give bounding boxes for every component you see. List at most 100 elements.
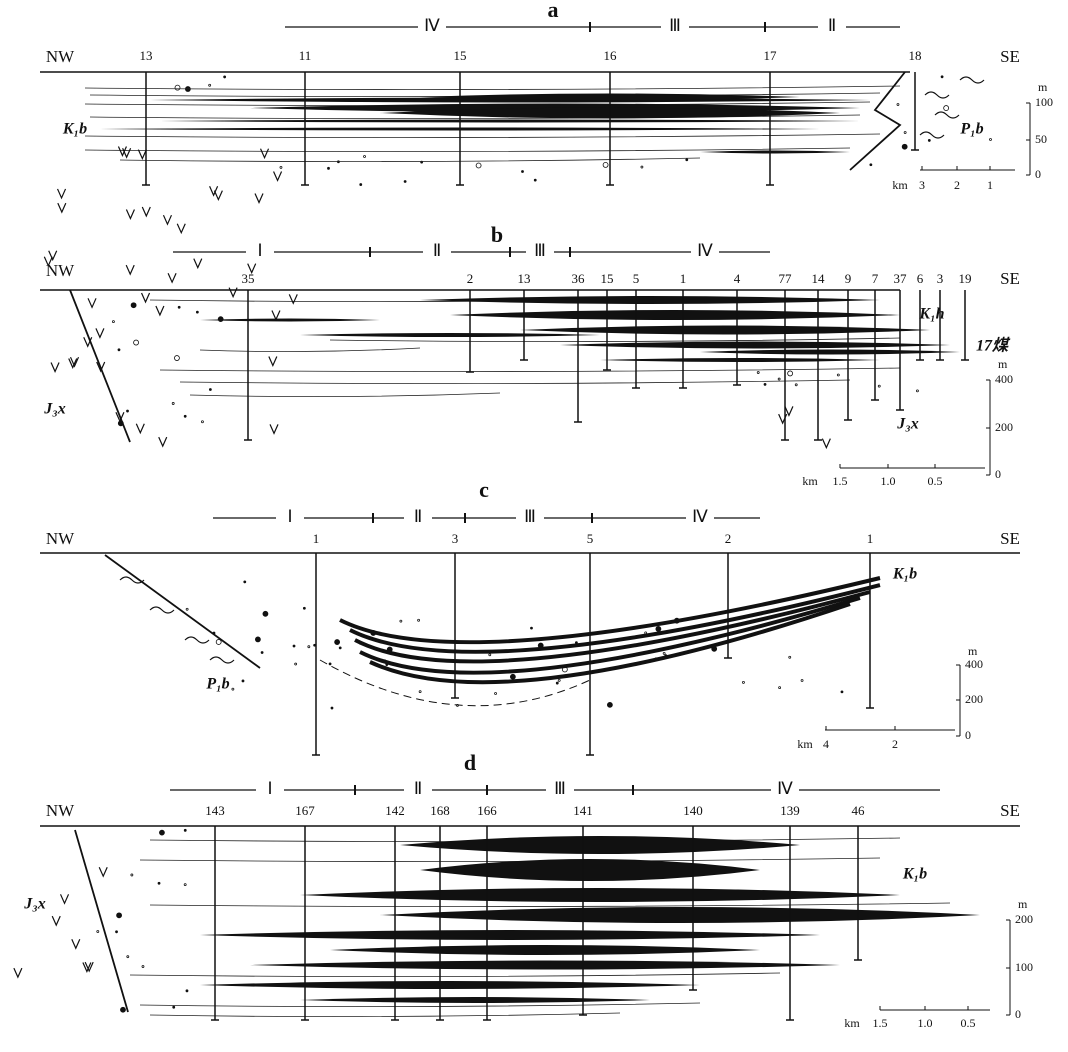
sand-dot [399, 619, 403, 623]
sand-dot [334, 639, 341, 645]
depth-tick-label: 0 [1015, 1007, 1021, 1021]
sand-dot [916, 389, 919, 393]
depth-unit: m [1018, 897, 1028, 911]
coal-lens [520, 325, 930, 335]
volcanic-symbol [95, 328, 105, 339]
volcanic-symbol [50, 362, 60, 373]
well-label: 15 [601, 271, 614, 286]
sand-dot [279, 165, 283, 169]
right-end: SE [1000, 269, 1020, 288]
sand-dot [778, 686, 782, 689]
sand-dot [787, 370, 794, 377]
coal-lens [380, 907, 980, 923]
sand-dot [292, 644, 296, 648]
sand-dot [262, 610, 269, 617]
well-label: 1 [867, 531, 874, 546]
volcanic-symbol [288, 294, 298, 305]
strata-line [84, 147, 851, 152]
distance-tick-label: 4 [823, 737, 829, 751]
panel-label: a [548, 0, 559, 22]
phase-gap [423, 243, 451, 261]
phase-label: Ⅱ [828, 16, 836, 35]
strata-line [329, 337, 901, 342]
strata-line [179, 379, 851, 384]
sand-dot [533, 178, 537, 182]
coal-lens [600, 358, 880, 362]
well-label: 143 [205, 803, 225, 818]
depth-tick-label: 400 [995, 372, 1013, 386]
volcanic-symbol [259, 148, 270, 160]
depth-tick-label: 0 [995, 467, 1001, 481]
distance-unit: km [802, 474, 818, 488]
volcanic-symbol [48, 250, 58, 262]
well-label: 167 [295, 803, 315, 818]
depth-unit: m [968, 644, 978, 658]
sand-dot [742, 680, 745, 684]
sand-dot [185, 607, 189, 611]
sand-dot [763, 382, 767, 386]
bedrock-symbol [924, 91, 950, 99]
sand-dot [840, 690, 844, 694]
phase-label: Ⅲ [534, 241, 546, 260]
depth-tick-label: 200 [1015, 912, 1033, 926]
left-end: NW [46, 529, 75, 548]
depth-unit: m [998, 357, 1008, 371]
strata-line [89, 114, 861, 119]
basin-boundary [319, 659, 591, 707]
depth-tick-label: 200 [965, 692, 983, 706]
right-end: SE [1000, 529, 1020, 548]
fault [104, 554, 261, 669]
sand-dot [836, 373, 840, 377]
well-label: 139 [780, 803, 800, 818]
sand-dot [788, 655, 792, 659]
sand-dot [177, 305, 181, 309]
sand-dot [130, 302, 137, 309]
coal-lens [700, 349, 960, 355]
strata-line [199, 347, 421, 352]
well-label: 141 [573, 803, 593, 818]
coal-lens [330, 945, 760, 955]
volcanic-symbol [117, 146, 127, 157]
well-label: 14 [812, 271, 826, 286]
volcanic-symbol [269, 424, 279, 435]
well-label: 37 [894, 271, 908, 286]
phase-gap [771, 781, 799, 799]
sand-dot [231, 687, 235, 691]
volcanic-symbol [821, 438, 831, 450]
sand-dot [989, 138, 992, 141]
phase-label: Ⅲ [669, 16, 681, 35]
depth-tick-label: 0 [965, 728, 971, 742]
fault [69, 289, 131, 443]
volcanic-symbol [125, 209, 135, 221]
sand-dot [869, 163, 873, 167]
strata-line [139, 857, 881, 862]
formation-label: J₃x [43, 401, 66, 418]
phase-gap [526, 243, 554, 261]
phase-label: Ⅱ [414, 507, 422, 526]
volcanic-symbol [83, 337, 93, 348]
left-end: NW [46, 47, 75, 66]
sand-dot [241, 679, 245, 683]
volcanic-symbol [140, 292, 151, 304]
well-label: 46 [852, 803, 866, 818]
sand-dot [126, 955, 130, 959]
sand-dot [171, 402, 175, 405]
depth-tick-label: 200 [995, 420, 1013, 434]
well-label: 6 [917, 271, 924, 286]
sand-dot [756, 371, 760, 374]
volcanic-symbol [56, 188, 67, 200]
volcanic-symbol [69, 356, 80, 368]
phase-label: Ⅳ [697, 241, 713, 260]
sand-dot [530, 626, 533, 630]
phase-label: Ⅲ [524, 507, 536, 526]
sand-dot [903, 131, 907, 134]
well-label: 2 [467, 271, 474, 286]
depth-tick-label: 100 [1035, 95, 1053, 109]
volcanic-symbol [82, 962, 92, 974]
sand-dot [174, 84, 181, 91]
phase-gap [246, 243, 274, 261]
sand-dot [338, 646, 342, 650]
sand-dot [130, 873, 134, 877]
